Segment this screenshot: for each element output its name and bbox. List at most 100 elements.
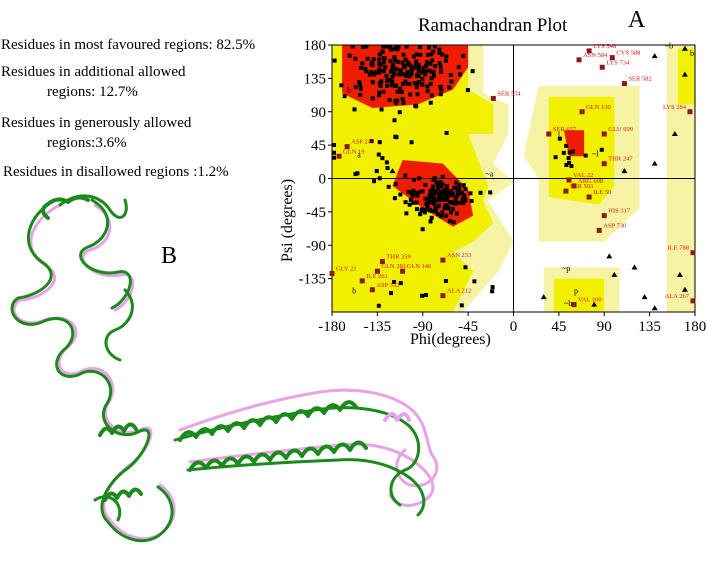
residue-point <box>420 227 425 232</box>
outlier-point <box>690 298 696 304</box>
residue-point <box>377 81 382 86</box>
residue-point <box>415 81 420 86</box>
structure-model-pink <box>12 203 439 541</box>
glycine-point <box>681 286 688 292</box>
residue-point <box>417 176 422 181</box>
residue-point <box>392 118 397 123</box>
residue-point <box>380 156 385 161</box>
residue-point <box>410 193 415 198</box>
structure-helices <box>41 195 411 502</box>
glycine-point <box>651 160 658 166</box>
residue-point <box>403 79 408 84</box>
residue-point <box>431 184 436 189</box>
residue-point <box>449 79 454 84</box>
outlier-point <box>566 177 572 183</box>
residue-point <box>406 62 411 67</box>
residue-point <box>393 58 398 63</box>
residue-point <box>379 79 384 84</box>
structure-model-green <box>10 194 426 543</box>
residue-point <box>438 92 443 97</box>
residue-point <box>423 72 428 77</box>
residue-point <box>445 190 450 195</box>
outlier-point <box>344 144 350 150</box>
residue-point <box>381 60 386 65</box>
outlier-label: VAL 100 <box>578 297 602 304</box>
residue-point <box>400 97 405 102</box>
outlier-label: LYS 734 <box>606 59 630 66</box>
favoured-region <box>563 130 585 157</box>
residue-point <box>426 68 431 73</box>
outlier-label: ILE 50 <box>593 189 611 196</box>
outlier-point <box>400 268 406 274</box>
residue-point <box>431 177 436 182</box>
residue-point <box>453 185 458 190</box>
glycine-point <box>611 271 618 277</box>
residue-point <box>449 210 454 215</box>
residue-point <box>441 193 446 198</box>
residue-point <box>457 200 462 205</box>
y-tick-label: 0 <box>319 172 327 188</box>
residue-point <box>468 191 473 196</box>
residue-point <box>462 198 467 203</box>
residue-point <box>447 219 452 224</box>
residue-point <box>429 93 434 98</box>
residue-point <box>420 293 425 298</box>
y-tick-label: 180 <box>304 38 327 54</box>
plot-ticks: -180 -135 -90 -45 0 45 90 135 180 180 135 90 45 0 -45 -… <box>299 38 706 335</box>
residue-point <box>396 44 401 49</box>
residue-point <box>400 72 405 77</box>
residue-point <box>434 180 439 185</box>
residue-point <box>418 212 423 217</box>
outlier-point <box>576 57 582 63</box>
outlier-label: ILE 261 <box>366 273 387 280</box>
outlier-label: THR 247 <box>608 156 633 163</box>
residue-point <box>350 44 355 49</box>
residue-point <box>398 86 403 91</box>
residue-point <box>450 201 455 206</box>
residue-point <box>443 278 448 283</box>
residue-point <box>414 85 419 90</box>
residue-point <box>420 189 425 194</box>
residue-point <box>444 203 449 208</box>
residue-point <box>390 65 395 70</box>
residue-point <box>392 196 397 201</box>
residue-point <box>431 49 436 54</box>
residue-point <box>370 96 375 101</box>
residue-point <box>414 61 419 66</box>
residue-point <box>415 65 420 70</box>
outlier-label: THR 359 <box>386 254 410 261</box>
residue-point <box>428 81 433 86</box>
residue-point <box>408 197 413 202</box>
residue-point <box>365 56 370 61</box>
residue-point <box>409 140 414 145</box>
y-tick-label: 135 <box>304 71 327 87</box>
residue-point <box>370 63 375 68</box>
residue-point <box>438 65 443 70</box>
additional-region <box>553 278 605 312</box>
residue-point <box>379 107 384 112</box>
residue-point <box>457 183 462 188</box>
x-tick-label: -180 <box>318 319 346 335</box>
residue-point <box>408 92 413 97</box>
glycine-point <box>651 53 658 59</box>
x-axis-title: Phi(degrees) <box>410 331 491 348</box>
outlier-label: SER 582 <box>628 76 651 83</box>
residue-point <box>411 54 416 59</box>
residue-point <box>413 191 418 196</box>
residue-point <box>397 110 402 115</box>
region-letter: b <box>352 286 356 295</box>
residue-point <box>353 172 358 177</box>
residue-point <box>371 57 376 62</box>
outlier-label: ALA 212 <box>447 288 471 295</box>
residue-point <box>401 52 406 57</box>
residue-point <box>398 192 403 197</box>
residue-point <box>424 201 429 206</box>
residue-point <box>429 215 434 220</box>
stat-favoured: Residues in most favoured regions: 82.5% <box>1 36 255 55</box>
residue-point <box>414 52 419 57</box>
residue-point <box>403 72 408 77</box>
x-tick-label: -90 <box>413 319 433 335</box>
residue-point <box>463 186 468 191</box>
